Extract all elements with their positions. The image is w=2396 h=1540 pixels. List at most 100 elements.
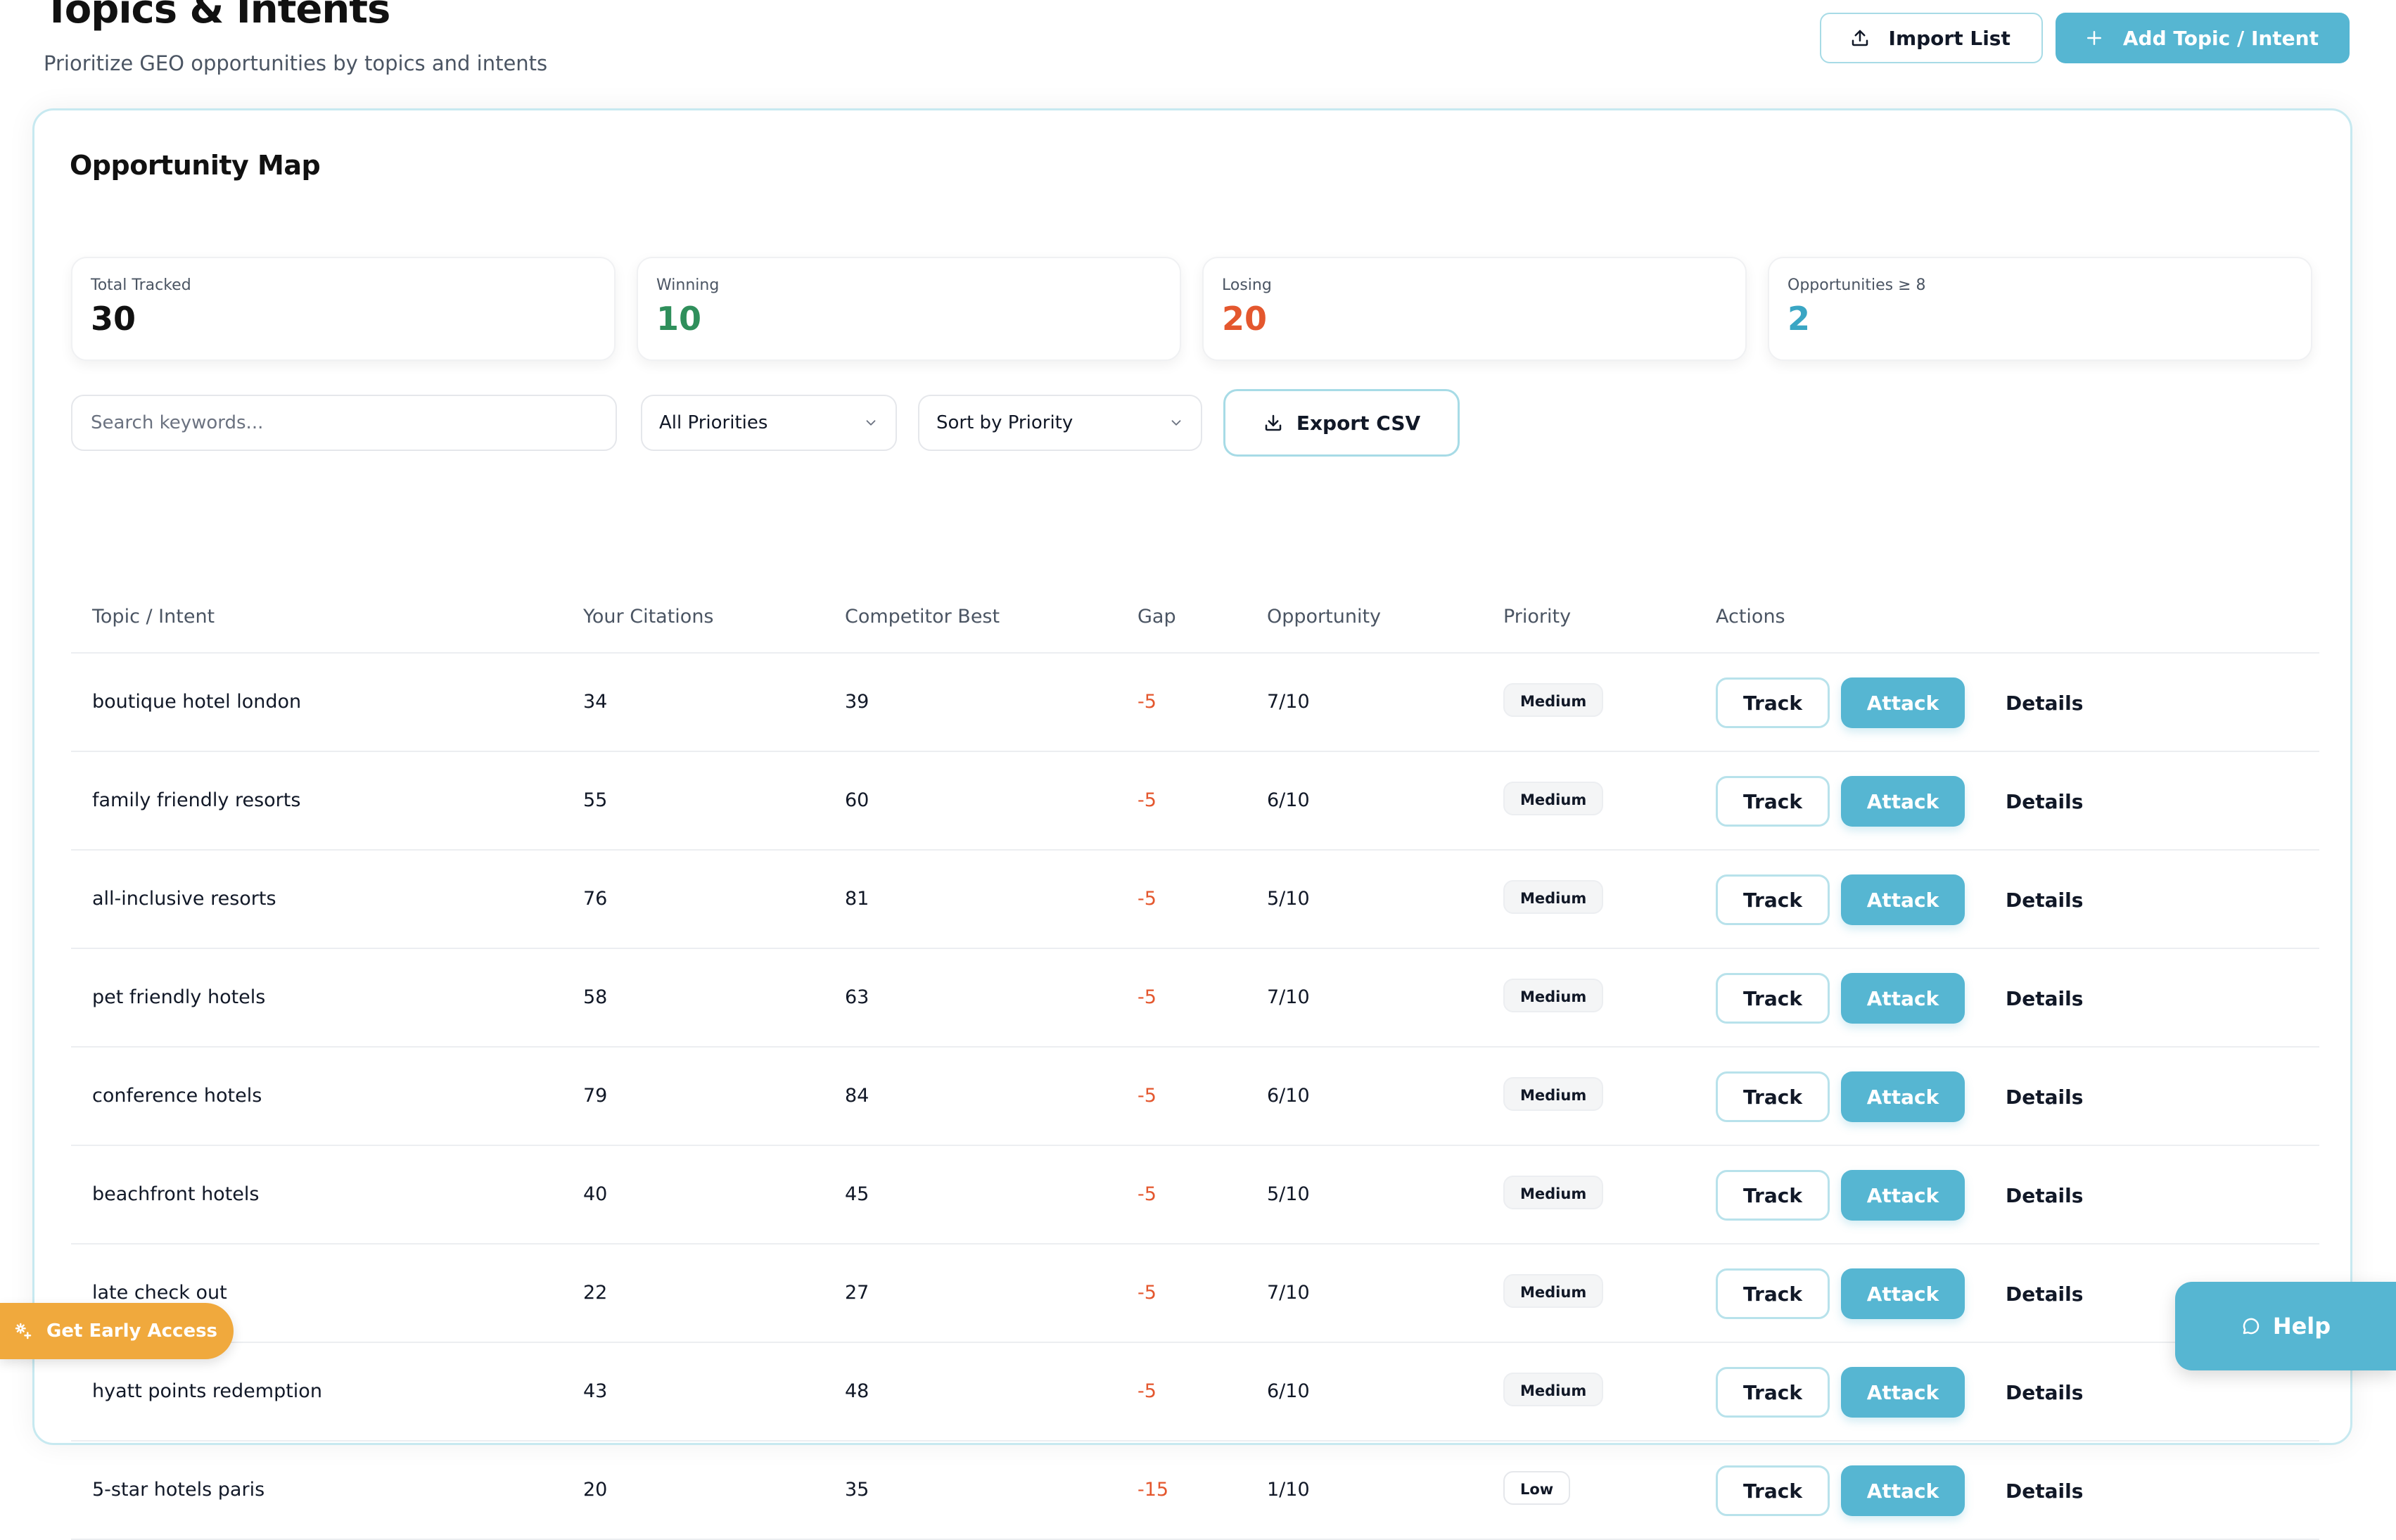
details-link[interactable]: Details xyxy=(2006,1282,2084,1306)
details-link[interactable]: Details xyxy=(2006,1479,2084,1503)
attack-button[interactable]: Attack xyxy=(1841,973,1965,1024)
import-list-label: Import List xyxy=(1888,26,2011,50)
table-header: Topic / Intent Your Citations Competitor… xyxy=(71,589,2319,654)
chevron-down-icon xyxy=(866,420,876,426)
topic-cell: pet friendly hotels xyxy=(92,986,266,1008)
opportunity-cell: 5/10 xyxy=(1267,1183,1310,1205)
table-row[interactable]: beachfront hotels 40 45 -5 5/10 Medium Track At… xyxy=(71,1146,2319,1245)
priority-badge: Medium xyxy=(1503,1373,1604,1406)
row-actions: Track Attack Details xyxy=(1716,1465,2083,1516)
search-input[interactable] xyxy=(89,412,599,434)
attack-button[interactable]: Attack xyxy=(1841,1465,1965,1516)
track-button[interactable]: Track xyxy=(1716,1367,1830,1418)
priority-select-value: All Priorities xyxy=(659,412,768,433)
help-button[interactable]: Help xyxy=(2175,1282,2396,1370)
priority-select[interactable]: All Priorities xyxy=(641,395,897,451)
page-header: Topics & Intents Prioritize GEO opportun… xyxy=(42,0,2350,98)
table-row[interactable]: 5-star hotels paris 20 35 -15 1/10 Low Track At… xyxy=(71,1442,2319,1540)
track-button[interactable]: Track xyxy=(1716,1268,1830,1319)
early-access-label: Get Early Access xyxy=(46,1321,218,1342)
priority-cell: Medium xyxy=(1503,880,1604,914)
attack-button[interactable]: Attack xyxy=(1841,874,1965,925)
details-link[interactable]: Details xyxy=(2006,986,2084,1010)
gap-cell: -5 xyxy=(1138,1282,1156,1304)
details-link[interactable]: Details xyxy=(2006,789,2084,813)
competitor-cell: 81 xyxy=(845,888,869,910)
competitor-cell: 48 xyxy=(845,1380,869,1402)
competitor-cell: 39 xyxy=(845,691,869,713)
stat-losing: Losing 20 xyxy=(1202,257,1747,361)
topic-cell: beachfront hotels xyxy=(92,1183,260,1205)
citations-cell: 20 xyxy=(583,1479,608,1501)
track-button[interactable]: Track xyxy=(1716,874,1830,925)
priority-cell: Low xyxy=(1503,1471,1571,1505)
early-access-button[interactable]: Get Early Access xyxy=(0,1303,234,1359)
column-header-priority[interactable]: Priority xyxy=(1503,606,1572,628)
filters-row: All Priorities Sort by Priority Export C… xyxy=(71,389,1460,457)
details-link[interactable]: Details xyxy=(2006,1183,2084,1207)
export-csv-button[interactable]: Export CSV xyxy=(1223,389,1460,457)
import-list-button[interactable]: Import List xyxy=(1819,13,2043,63)
priority-cell: Medium xyxy=(1503,979,1604,1012)
track-button[interactable]: Track xyxy=(1716,973,1830,1024)
row-actions: Track Attack Details xyxy=(1716,1170,2083,1221)
topic-cell: hyatt points redemption xyxy=(92,1380,322,1402)
search-field[interactable] xyxy=(71,395,617,451)
column-header-competitor[interactable]: Competitor Best xyxy=(845,606,1000,628)
details-link[interactable]: Details xyxy=(2006,1380,2084,1404)
priority-badge: Medium xyxy=(1503,1274,1604,1308)
attack-button[interactable]: Attack xyxy=(1841,1170,1965,1221)
priority-badge: Medium xyxy=(1503,683,1604,717)
chevron-down-icon xyxy=(1171,420,1181,426)
opportunity-cell: 7/10 xyxy=(1267,986,1310,1008)
competitor-cell: 45 xyxy=(845,1183,869,1205)
table-row[interactable]: all-inclusive resorts 76 81 -5 5/10 Medium Tra… xyxy=(71,851,2319,949)
attack-button[interactable]: Attack xyxy=(1841,776,1965,827)
priority-cell: Medium xyxy=(1503,1077,1604,1111)
attack-button[interactable]: Attack xyxy=(1841,1071,1965,1122)
table-row[interactable]: family friendly resorts 55 60 -5 6/10 Medium T… xyxy=(71,752,2319,851)
table-row[interactable]: hyatt points redemption 43 48 -5 6/10 Medium T… xyxy=(71,1343,2319,1442)
competitor-cell: 60 xyxy=(845,789,869,811)
table-row[interactable]: pet friendly hotels 58 63 -5 7/10 Medium Track… xyxy=(71,949,2319,1048)
attack-button[interactable]: Attack xyxy=(1841,677,1965,728)
priority-cell: Medium xyxy=(1503,683,1604,717)
chat-bubble-icon xyxy=(2243,1318,2260,1335)
column-header-gap[interactable]: Gap xyxy=(1138,606,1176,628)
gap-cell: -5 xyxy=(1138,1380,1156,1402)
table-row[interactable]: conference hotels 79 84 -5 6/10 Medium Track At… xyxy=(71,1048,2319,1146)
stat-opportunities: Opportunities ≥ 8 2 xyxy=(1768,257,2312,361)
track-button[interactable]: Track xyxy=(1716,776,1830,827)
help-label: Help xyxy=(2272,1313,2331,1339)
attack-button[interactable]: Attack xyxy=(1841,1268,1965,1319)
opportunity-cell: 6/10 xyxy=(1267,789,1310,811)
page-title: Topics & Intents xyxy=(44,0,390,32)
gap-cell: -5 xyxy=(1138,986,1156,1008)
competitor-cell: 63 xyxy=(845,986,869,1008)
track-button[interactable]: Track xyxy=(1716,1071,1830,1122)
column-header-citations[interactable]: Your Citations xyxy=(583,606,714,628)
attack-button[interactable]: Attack xyxy=(1841,1367,1965,1418)
sort-select[interactable]: Sort by Priority xyxy=(918,395,1202,451)
details-link[interactable]: Details xyxy=(2006,888,2084,912)
details-link[interactable]: Details xyxy=(2006,691,2084,715)
track-button[interactable]: Track xyxy=(1716,677,1830,728)
gap-cell: -5 xyxy=(1138,789,1156,811)
gap-cell: -5 xyxy=(1138,1085,1156,1107)
priority-badge: Medium xyxy=(1503,880,1604,914)
stat-winning: Winning 10 xyxy=(637,257,1181,361)
competitor-cell: 27 xyxy=(845,1282,869,1304)
gap-cell: -5 xyxy=(1138,1183,1156,1205)
stat-value: 30 xyxy=(91,300,136,338)
details-link[interactable]: Details xyxy=(2006,1085,2084,1109)
stat-label: Opportunities ≥ 8 xyxy=(1788,276,1926,294)
add-topic-button[interactable]: Add Topic / Intent xyxy=(2055,13,2350,63)
table-row[interactable]: late check out 22 27 -5 7/10 Medium Track Attac… xyxy=(71,1245,2319,1343)
table-row[interactable]: boutique hotel london 34 39 -5 7/10 Medium Tra… xyxy=(71,654,2319,752)
row-actions: Track Attack Details xyxy=(1716,874,2083,925)
track-button[interactable]: Track xyxy=(1716,1170,1830,1221)
column-header-opportunity[interactable]: Opportunity xyxy=(1267,606,1382,628)
column-header-topic[interactable]: Topic / Intent xyxy=(92,606,215,628)
track-button[interactable]: Track xyxy=(1716,1465,1830,1516)
opportunity-cell: 1/10 xyxy=(1267,1479,1310,1501)
